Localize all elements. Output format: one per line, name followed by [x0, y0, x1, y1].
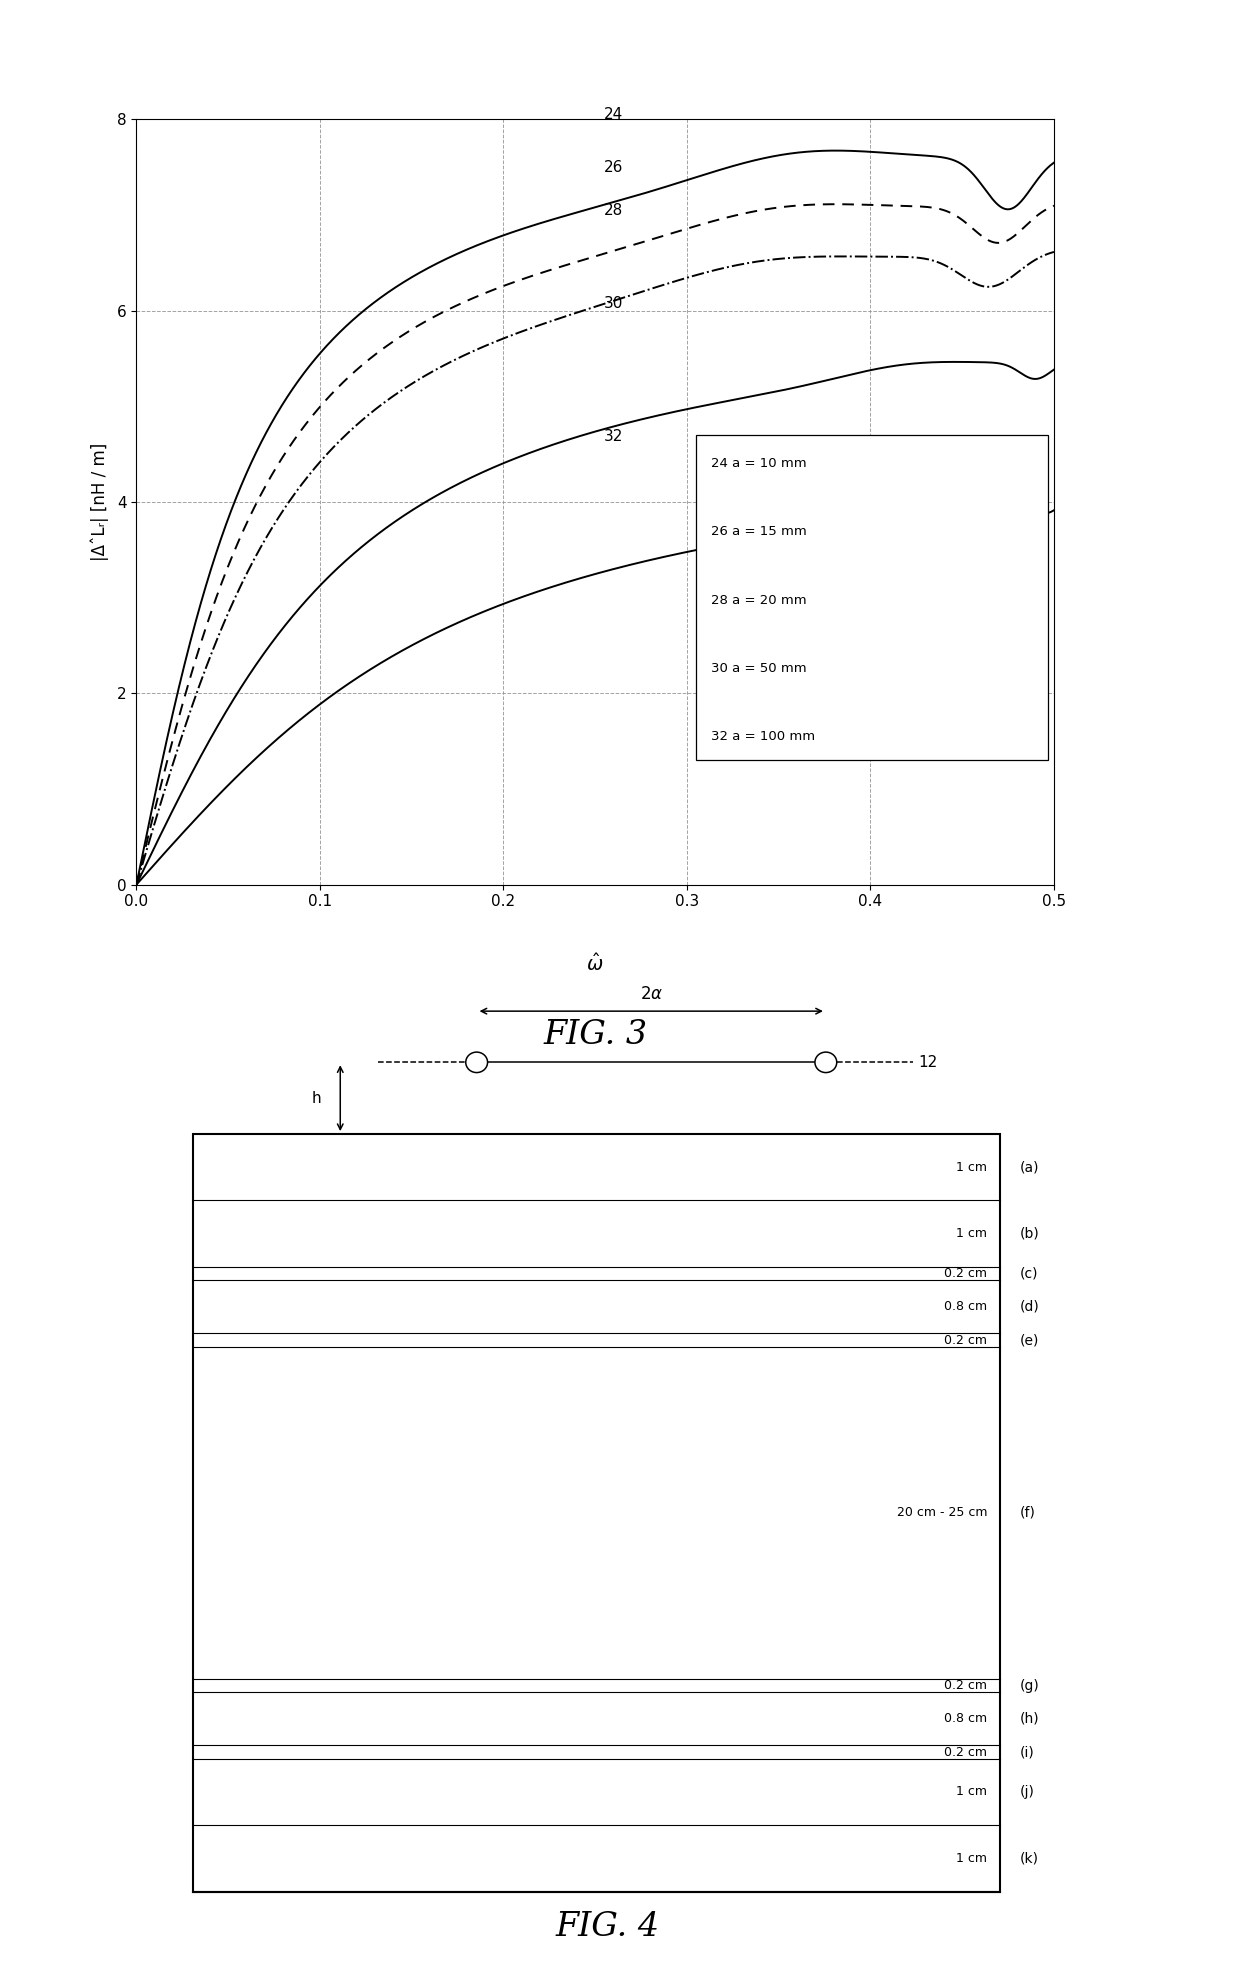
- Text: 12: 12: [919, 1056, 937, 1070]
- Text: 0.2 cm: 0.2 cm: [945, 1334, 987, 1346]
- Text: h: h: [311, 1091, 321, 1105]
- Bar: [193, 1133, 1001, 1893]
- Text: 32: 32: [604, 429, 622, 445]
- Text: 24 a = 10 mm: 24 a = 10 mm: [711, 457, 806, 471]
- Text: (k): (k): [1021, 1851, 1039, 1865]
- Text: 30 a = 50 mm: 30 a = 50 mm: [711, 662, 806, 674]
- Text: 26 a = 15 mm: 26 a = 15 mm: [711, 525, 806, 539]
- Text: 26: 26: [604, 159, 622, 175]
- Text: 1 cm: 1 cm: [956, 1161, 987, 1173]
- Y-axis label: |ΔˆLᵣ| [nH / m]: |ΔˆLᵣ| [nH / m]: [91, 443, 109, 561]
- Text: 30: 30: [604, 296, 622, 312]
- Circle shape: [815, 1052, 837, 1074]
- Text: $2\alpha$: $2\alpha$: [640, 984, 663, 1004]
- Text: 0.2 cm: 0.2 cm: [945, 1680, 987, 1692]
- Circle shape: [466, 1052, 487, 1074]
- Text: (i): (i): [1021, 1745, 1035, 1759]
- Text: 1 cm: 1 cm: [956, 1853, 987, 1865]
- Text: (f): (f): [1021, 1505, 1035, 1519]
- Text: FIG. 4: FIG. 4: [556, 1910, 660, 1942]
- Text: 28 a = 20 mm: 28 a = 20 mm: [711, 594, 806, 606]
- Text: 0.8 cm: 0.8 cm: [944, 1712, 987, 1726]
- Text: $\hat{\omega}$: $\hat{\omega}$: [587, 954, 604, 976]
- Text: (j): (j): [1021, 1785, 1035, 1799]
- Text: 1 cm: 1 cm: [956, 1227, 987, 1241]
- Text: (c): (c): [1021, 1266, 1039, 1280]
- Text: (a): (a): [1021, 1161, 1039, 1175]
- Text: 1 cm: 1 cm: [956, 1785, 987, 1799]
- Bar: [696, 435, 1049, 759]
- Text: 0.2 cm: 0.2 cm: [945, 1266, 987, 1280]
- Text: (d): (d): [1021, 1300, 1040, 1314]
- Text: 20 cm - 25 cm: 20 cm - 25 cm: [897, 1507, 987, 1519]
- Text: (h): (h): [1021, 1712, 1039, 1726]
- Text: 24: 24: [604, 107, 622, 121]
- Text: (g): (g): [1021, 1678, 1040, 1692]
- Text: 0.8 cm: 0.8 cm: [944, 1300, 987, 1314]
- Text: 28: 28: [604, 203, 622, 217]
- Text: 32 a = 100 mm: 32 a = 100 mm: [711, 730, 815, 744]
- Text: FIG. 3: FIG. 3: [543, 1018, 647, 1050]
- Text: (e): (e): [1021, 1334, 1039, 1348]
- Text: (b): (b): [1021, 1227, 1040, 1241]
- Text: 0.2 cm: 0.2 cm: [945, 1745, 987, 1759]
